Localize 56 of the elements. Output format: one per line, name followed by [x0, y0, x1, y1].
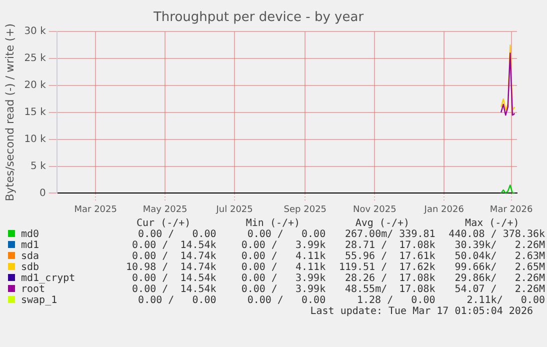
- y-axis-title: Bytes/second read (-) / write (+): [3, 24, 16, 202]
- y-tick-label: 10 k: [24, 134, 46, 145]
- text: 28.26 / 17.08k: [344, 273, 436, 284]
- text: 99.66k/ 2.65M: [454, 262, 546, 273]
- text: 119.51 / 17.62k: [338, 262, 436, 273]
- legend-label: md1: [20, 240, 40, 251]
- y-tick-label: 0: [40, 188, 46, 199]
- text: 30.39k/ 2.26M: [454, 240, 546, 251]
- text: Cur (-/+): [135, 218, 192, 229]
- text: 0.00 / 14.54k: [131, 273, 218, 284]
- text: 28.71 / 17.08k: [344, 240, 436, 251]
- text: 10.98 / 14.74k: [125, 262, 218, 273]
- legend-label: sda: [20, 251, 40, 262]
- text: 267.00m/ 339.81: [344, 229, 436, 240]
- text: 0.00 / 3.99k: [240, 273, 327, 284]
- x-tick-label: May 2025: [142, 204, 188, 215]
- text: 48.55m/ 17.08k: [344, 284, 436, 295]
- text: 0.00 / 0.00: [246, 229, 327, 240]
- text: 0.00 / 14.54k: [131, 240, 218, 251]
- text: 0.00 / 14.54k: [131, 284, 218, 295]
- legend-label: md1_crypt: [20, 273, 76, 284]
- text: 54.07 / 2.26M: [454, 284, 546, 295]
- chart-title: Throughput per device - by year: [152, 10, 364, 26]
- y-tick-label: 15 k: [24, 106, 46, 118]
- legend-label: swap_1: [20, 295, 58, 306]
- x-tick-label: Mar 2025: [74, 204, 117, 215]
- text: 0.00 / 0.00: [137, 295, 218, 306]
- text: 2.11k/ 0.00: [466, 295, 546, 306]
- text: 50.04k/ 2.63M: [454, 251, 546, 262]
- x-tick-label: Jan 2026: [423, 204, 464, 215]
- text: Min (-/+): [244, 218, 302, 229]
- text: 440.08 / 378.36k: [448, 229, 546, 240]
- text: 0.00 / 0.00: [246, 295, 327, 306]
- y-tick-label: 30 k: [24, 26, 46, 38]
- text: 29.86k/ 2.26M: [454, 273, 546, 284]
- legend-label: sdb: [20, 262, 40, 273]
- text: 0.00 / 0.00: [137, 229, 218, 240]
- x-tick-label: Sep 2025: [284, 204, 327, 215]
- text: 55.96 / 17.61k: [344, 251, 436, 262]
- x-tick-label: Jul 2025: [215, 204, 253, 215]
- text: Last update: Tue Mar 17 01:05:04 2026: [309, 306, 534, 317]
- y-tick-label: 5 k: [30, 160, 46, 172]
- x-tick-label: Mar 2026: [490, 204, 533, 215]
- text: Max (-/+): [464, 218, 520, 229]
- text: 1.28 / 0.00: [356, 295, 436, 306]
- y-tick-label: 25 k: [24, 53, 46, 64]
- text: 0.00 / 4.11k: [240, 262, 327, 273]
- text: 0.00 / 3.99k: [240, 284, 327, 295]
- text: 0.00 / 4.11k: [240, 251, 327, 262]
- legend-label: md0: [20, 229, 40, 240]
- x-tick-label: Nov 2025: [352, 204, 396, 215]
- y-tick-label: 20 k: [24, 80, 46, 92]
- legend-label: root: [20, 284, 46, 295]
- text: Avg (-/+): [354, 218, 411, 229]
- text: 0.00 / 3.99k: [240, 240, 327, 251]
- text: 0.00 / 14.74k: [131, 251, 218, 262]
